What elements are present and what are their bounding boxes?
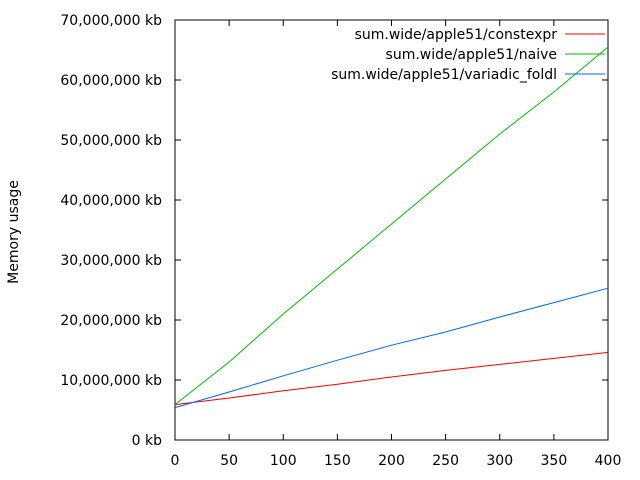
x-tick-label: 100 xyxy=(270,453,297,469)
x-tick-label: 350 xyxy=(541,453,568,469)
x-tick-label: 300 xyxy=(486,453,513,469)
x-tick-label: 0 xyxy=(171,453,180,469)
x-tick-label: 400 xyxy=(595,453,622,469)
series-line xyxy=(174,351,609,406)
y-tick-label: 40,000,000 kb xyxy=(60,193,162,209)
series-lines xyxy=(174,46,609,409)
y-tick-label: 20,000,000 kb xyxy=(60,313,162,329)
series-line xyxy=(174,46,609,405)
y-tick-label: 60,000,000 kb xyxy=(60,73,162,89)
x-tick-label: 200 xyxy=(378,453,405,469)
x-tick-label: 250 xyxy=(432,453,459,469)
y-tick-label: 0 kb xyxy=(132,433,162,449)
series-line xyxy=(174,287,609,409)
x-axis: 0 50 100 150 200 250 300 350 400 xyxy=(171,20,622,469)
y-tick-label: 50,000,000 kb xyxy=(60,133,162,149)
x-tick-label: 150 xyxy=(324,453,351,469)
y-tick-label: 70,000,000 kb xyxy=(60,13,162,29)
y-tick-label: 30,000,000 kb xyxy=(60,253,162,269)
y-axis-title: Memory usage xyxy=(6,180,22,284)
legend-label: sum.wide/apple51/variadic_foldl xyxy=(331,67,557,83)
legend: sum.wide/apple51/constexpr sum.wide/apple… xyxy=(331,27,605,83)
x-tick-label: 50 xyxy=(220,453,238,469)
y-tick-label: 10,000,000 kb xyxy=(60,373,162,389)
legend-label: sum.wide/apple51/naive xyxy=(386,47,557,63)
y-axis: 0 kb 10,000,000 kb 20,000,000 kb 30,000,000… xyxy=(60,13,608,449)
legend-label: sum.wide/apple51/constexpr xyxy=(355,27,558,43)
